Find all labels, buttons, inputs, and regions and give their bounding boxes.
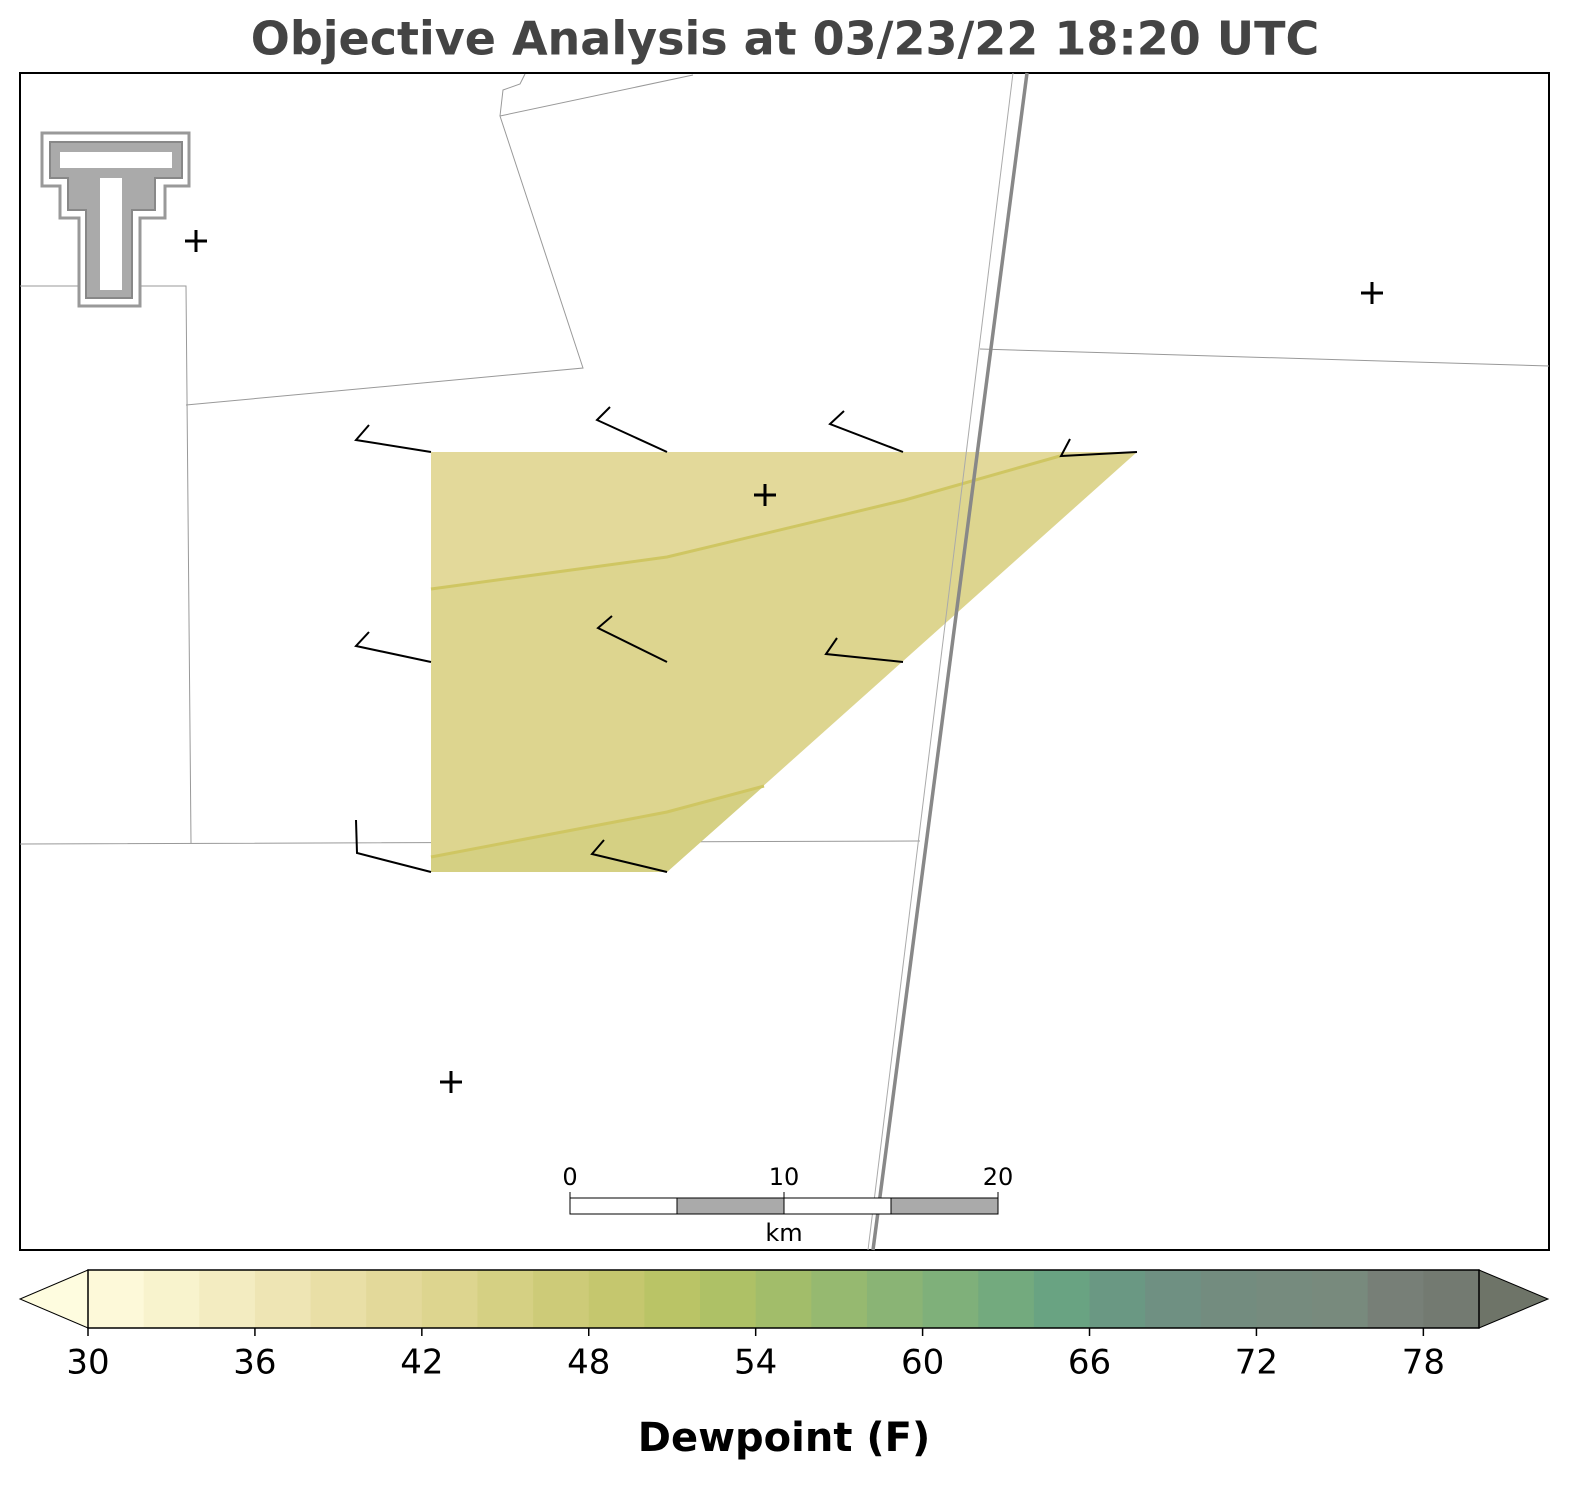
colorbar-tick-label: 60	[901, 1343, 944, 1383]
colorbar-extend-low	[18, 1269, 89, 1329]
title: Objective Analysis at 03/23/22 18:20 UTC	[251, 12, 1320, 66]
colorbar-segment	[421, 1270, 478, 1328]
scale-tick-label: 20	[983, 1163, 1014, 1191]
colorbar-segment	[1145, 1270, 1202, 1328]
colorbar-tick-label: 66	[1068, 1343, 1111, 1383]
scale-segment	[890, 1197, 999, 1215]
colorbar-segment	[1033, 1270, 1091, 1328]
colorbar-segment	[254, 1270, 312, 1328]
colorbar-segment	[366, 1270, 423, 1328]
colorbar-segment	[477, 1270, 534, 1328]
colorbar-segment	[978, 1270, 1035, 1328]
colorbar-segment	[1423, 1270, 1480, 1328]
contour-fill	[431, 786, 764, 872]
contour-line	[430, 454, 1061, 859]
colorbar-tick-label: 72	[1235, 1343, 1278, 1383]
contour-fill	[431, 452, 1137, 589]
colorbar-segment	[1312, 1270, 1369, 1328]
colorbar-segment	[1200, 1270, 1257, 1328]
colorbar-tick-label: 36	[233, 1343, 276, 1383]
wind-barbs	[354, 406, 1138, 873]
colorbar-segment	[199, 1270, 256, 1328]
colorbar-segment	[588, 1270, 645, 1328]
colorbar-segment	[755, 1270, 812, 1328]
scale-tick-label: 10	[769, 1163, 800, 1191]
colorbar-segment	[1367, 1270, 1424, 1328]
colorbar-segment	[533, 1270, 590, 1328]
colorbar-outline	[87, 1269, 1480, 1329]
colorbar-segment	[88, 1270, 145, 1328]
colorbar-segment	[1089, 1270, 1146, 1328]
colorbar-segment	[1256, 1270, 1313, 1328]
colorbar-segment	[922, 1270, 979, 1328]
colorbar-label: Dewpoint (F)	[638, 1415, 931, 1461]
colorbar-tick-label: 54	[734, 1343, 777, 1383]
colorbar-segment	[143, 1270, 200, 1328]
colorbar-segment	[811, 1270, 868, 1328]
highway	[867, 72, 1029, 1251]
map	[19, 72, 1550, 1251]
scale-tick-label: 0	[562, 1163, 577, 1191]
county-lines	[19, 73, 1550, 845]
colorbar-tick-label: 30	[66, 1343, 109, 1383]
colorbar-extend-high	[1478, 1269, 1550, 1329]
colorbar-segment	[310, 1270, 367, 1328]
logo	[40, 131, 191, 308]
scale-bar: 0 10 20 km	[562, 1163, 1013, 1247]
colorbar-segment	[866, 1270, 924, 1328]
scale-unit: km	[765, 1219, 802, 1247]
scale-segment	[676, 1197, 785, 1215]
colorbar-tick-label: 78	[1402, 1343, 1445, 1383]
scale-segment	[783, 1197, 892, 1215]
colorbar: 30 36 42 48 54 60 66 72 78	[18, 1269, 1550, 1383]
scale-segment	[569, 1197, 678, 1215]
station-markers	[185, 230, 1383, 1093]
colorbar-tick-label: 48	[567, 1343, 610, 1383]
colorbar-segment	[700, 1270, 757, 1328]
colorbar-segment	[644, 1270, 701, 1328]
colorbar-tick-label: 42	[400, 1343, 443, 1383]
